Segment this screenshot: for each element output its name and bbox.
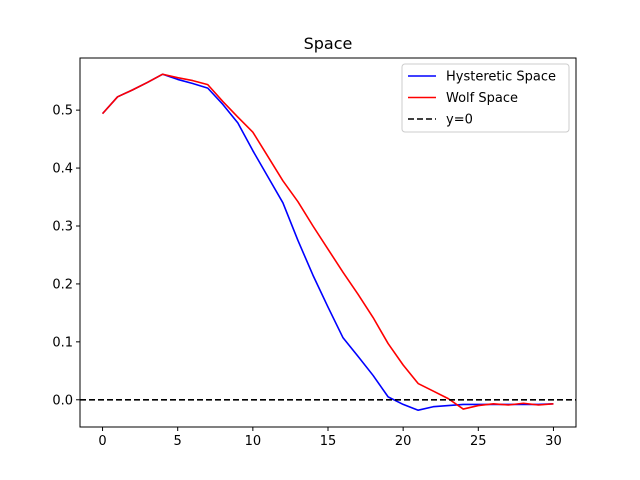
x-tick-label: 0 [98, 434, 106, 449]
y-tick-label: 0.1 [52, 335, 73, 350]
legend-label: y=0 [446, 113, 473, 128]
y-tick-label: 0.5 [52, 104, 73, 119]
x-tick-label: 30 [545, 434, 562, 449]
x-axis: 0 5 10 15 20 25 30 [98, 427, 562, 449]
legend: Hysteretic Space Wolf Space y=0 [401, 63, 570, 133]
y-tick-label: 0.3 [52, 219, 73, 234]
chart-title: Space [304, 34, 353, 53]
plot-frame [79, 57, 577, 428]
legend-box [401, 63, 570, 133]
y-tick-label: 0.4 [52, 162, 73, 177]
x-tick-label: 25 [470, 434, 487, 449]
x-tick-label: 10 [245, 434, 262, 449]
y-tick-label: 0.2 [52, 277, 73, 292]
legend-label: Wolf Space [446, 91, 518, 106]
x-tick-label: 20 [395, 434, 412, 449]
plot-area [80, 73, 576, 412]
y-axis: 0.0 0.1 0.2 0.3 0.4 0.5 [52, 104, 80, 408]
series-line-1 [101, 73, 554, 410]
y-tick-label: 0.0 [52, 393, 73, 408]
x-tick-label: 5 [174, 434, 182, 449]
series-line-0 [101, 73, 554, 412]
legend-label: Hysteretic Space [446, 70, 556, 85]
x-tick-label: 15 [320, 434, 337, 449]
